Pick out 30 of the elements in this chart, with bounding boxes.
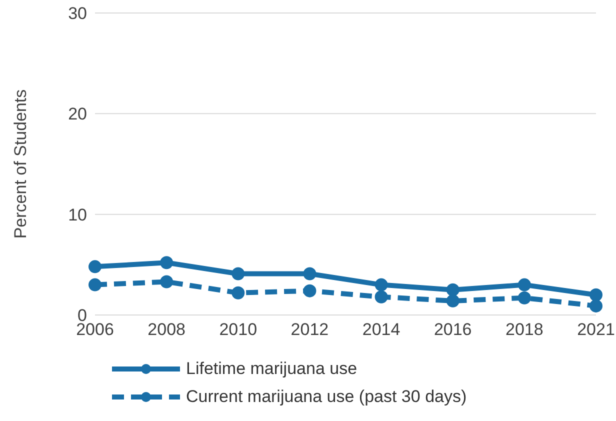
point <box>160 256 174 270</box>
point <box>518 291 531 304</box>
x-tick-label: 2012 <box>290 320 329 340</box>
x-tick-label: 2006 <box>76 320 114 340</box>
x-tick-label: 2014 <box>362 320 400 340</box>
point <box>518 278 531 292</box>
y-tick-label: 30 <box>68 4 87 24</box>
y-tick-label: 10 <box>68 205 87 224</box>
x-tick-label: 2016 <box>434 320 472 340</box>
legend-label: Lifetime marijuana use <box>186 359 358 379</box>
y-tick-label: 20 <box>68 104 87 124</box>
point <box>590 288 602 302</box>
point <box>303 284 316 298</box>
point <box>374 278 388 292</box>
y-axis-title: Percent of Students <box>11 89 30 239</box>
point <box>374 290 388 304</box>
point <box>446 283 460 296</box>
x-tick-label: 2018 <box>506 320 544 340</box>
legend-label: Current marijuana use (past 30 days) <box>186 387 467 407</box>
x-tick-label: 2008 <box>148 320 186 340</box>
x-tick-label: 2010 <box>219 320 258 340</box>
point <box>446 294 460 308</box>
x-tick-label: 2021 <box>577 320 615 340</box>
point <box>88 260 102 274</box>
point <box>590 299 602 312</box>
point <box>232 286 245 300</box>
point <box>303 267 316 280</box>
point <box>160 275 174 288</box>
point <box>88 278 102 292</box>
point <box>232 267 245 280</box>
